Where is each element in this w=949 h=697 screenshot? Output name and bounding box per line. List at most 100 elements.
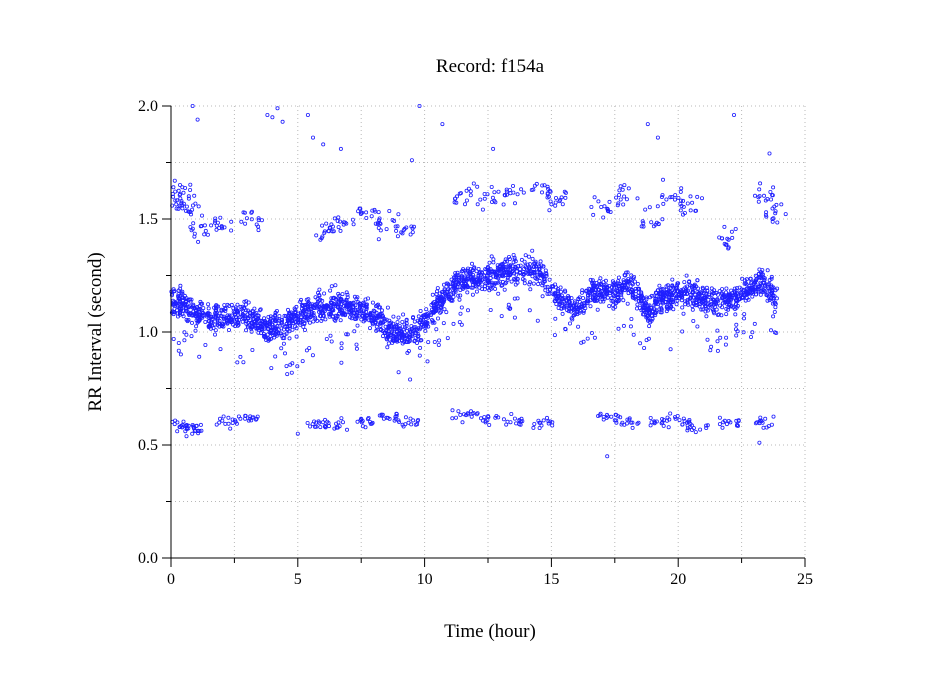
data-point [548,199,553,204]
data-point [194,308,199,313]
data-point [469,414,474,419]
data-point [695,290,700,295]
data-point [681,416,686,421]
data-point [493,286,498,291]
data-point [189,334,194,339]
data-point [336,311,341,316]
data-point [304,297,309,302]
data-point [670,277,675,282]
data-point [769,276,774,281]
data-point [351,310,356,315]
data-point [669,292,674,297]
data-point [471,266,476,271]
data-point [722,418,727,423]
data-point [258,307,263,312]
data-point [250,415,255,420]
data-point [459,305,464,310]
data-point [750,294,755,299]
data-point [687,425,692,430]
data-point [267,330,272,335]
data-point [688,283,693,288]
data-point [226,415,231,420]
data-point [651,224,656,229]
data-point [322,229,327,234]
data-point [246,320,251,325]
x-tick-label: 5 [294,571,302,588]
data-point [408,232,413,237]
data-point [468,193,473,198]
data-point [542,279,547,284]
data-point [432,303,437,308]
data-point [440,122,445,127]
data-point [396,418,401,423]
data-point [675,285,680,290]
data-point [403,415,408,420]
data-point [611,299,616,304]
data-point [545,284,550,289]
data-point [189,228,194,233]
data-point [169,293,174,298]
data-point [199,213,204,218]
data-point [519,257,524,262]
data-point [320,223,325,228]
data-point [171,287,176,292]
data-point [727,299,732,304]
data-point [617,188,622,193]
data-point [461,412,466,417]
data-point [326,312,331,317]
data-point [668,347,673,352]
data-point [666,283,671,288]
data-point [681,204,686,209]
data-point [535,262,540,267]
data-point [243,221,248,226]
data-point [191,424,196,429]
data-point [444,281,449,286]
data-point [454,194,459,199]
data-point [771,216,776,221]
data-point [203,228,208,233]
data-point [521,272,526,277]
data-point [532,421,537,426]
data-point [294,314,299,319]
data-point [181,419,186,424]
data-point [190,431,195,436]
data-point [738,296,743,301]
data-point [178,352,183,357]
data-point [190,313,195,318]
data-point [462,276,467,281]
data-point [280,119,285,124]
data-point [690,200,695,205]
data-point [668,286,673,291]
data-point [741,330,746,335]
data-point [250,308,255,313]
data-point [355,419,360,424]
data-point [572,299,577,304]
data-point [404,321,409,326]
data-point [378,228,383,233]
data-point [775,220,780,225]
data-point [678,208,683,213]
data-point [631,332,636,337]
data-point [723,342,728,347]
data-point [190,207,195,212]
data-point [318,425,323,430]
data-point [259,325,264,330]
data-point [471,275,476,280]
data-point [482,415,487,420]
data-point [175,429,180,434]
data-point [174,308,179,313]
data-point [256,218,261,223]
data-point [338,318,343,323]
data-point [548,189,553,194]
data-point [272,328,277,333]
data-point [176,188,181,193]
data-point [373,313,378,318]
data-point [193,428,198,433]
data-point [267,320,272,325]
data-point [169,310,174,315]
data-point [193,311,198,316]
data-point [459,269,464,274]
data-point [705,288,710,293]
data-point [434,292,439,297]
